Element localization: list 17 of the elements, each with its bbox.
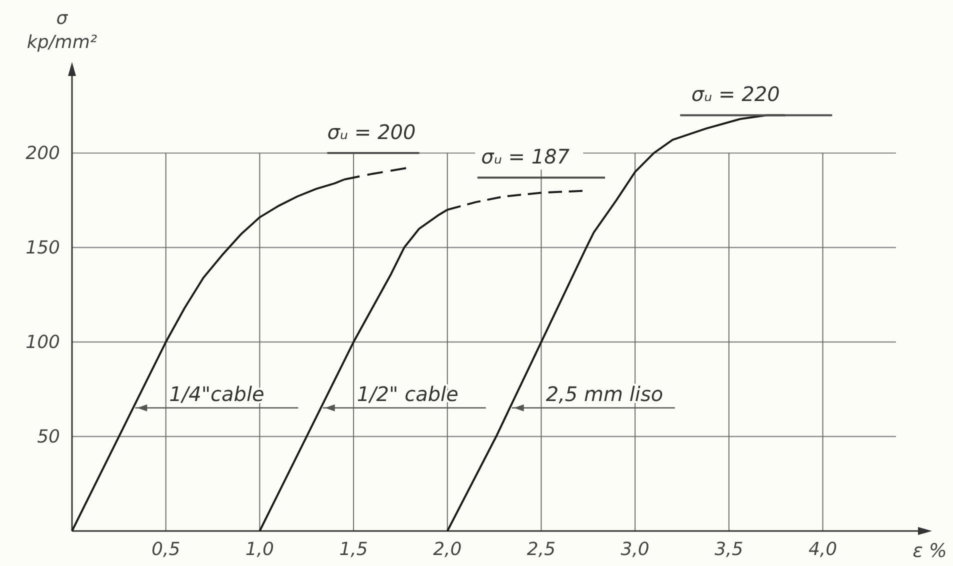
x-tick-label: 2,5 <box>526 539 556 560</box>
x-tick-label: 3,0 <box>620 539 650 560</box>
annotation: σᵤ = 187 <box>481 144 570 169</box>
x-axis-title: ε % <box>912 540 947 562</box>
x-tick-label: 0,5 <box>152 539 180 560</box>
y-tick-label: 100 <box>26 332 60 354</box>
y-tick-label: 50 <box>37 426 60 448</box>
x-tick-label: 3,5 <box>714 539 744 560</box>
y-tick-label: 150 <box>26 238 60 259</box>
annotation: σᵤ = 220 <box>691 82 780 106</box>
x-tick-label: 1,0 <box>245 539 274 560</box>
annotation: σᵤ = 200 <box>327 120 416 144</box>
y-axis-title: σ kp/mm² <box>26 8 98 53</box>
y-tick-label: 200 <box>26 143 60 164</box>
x-tick-label: 2,0 <box>433 539 462 560</box>
x-tick-label: 1,5 <box>339 539 368 560</box>
x-tick-label: 4,0 <box>808 539 838 560</box>
